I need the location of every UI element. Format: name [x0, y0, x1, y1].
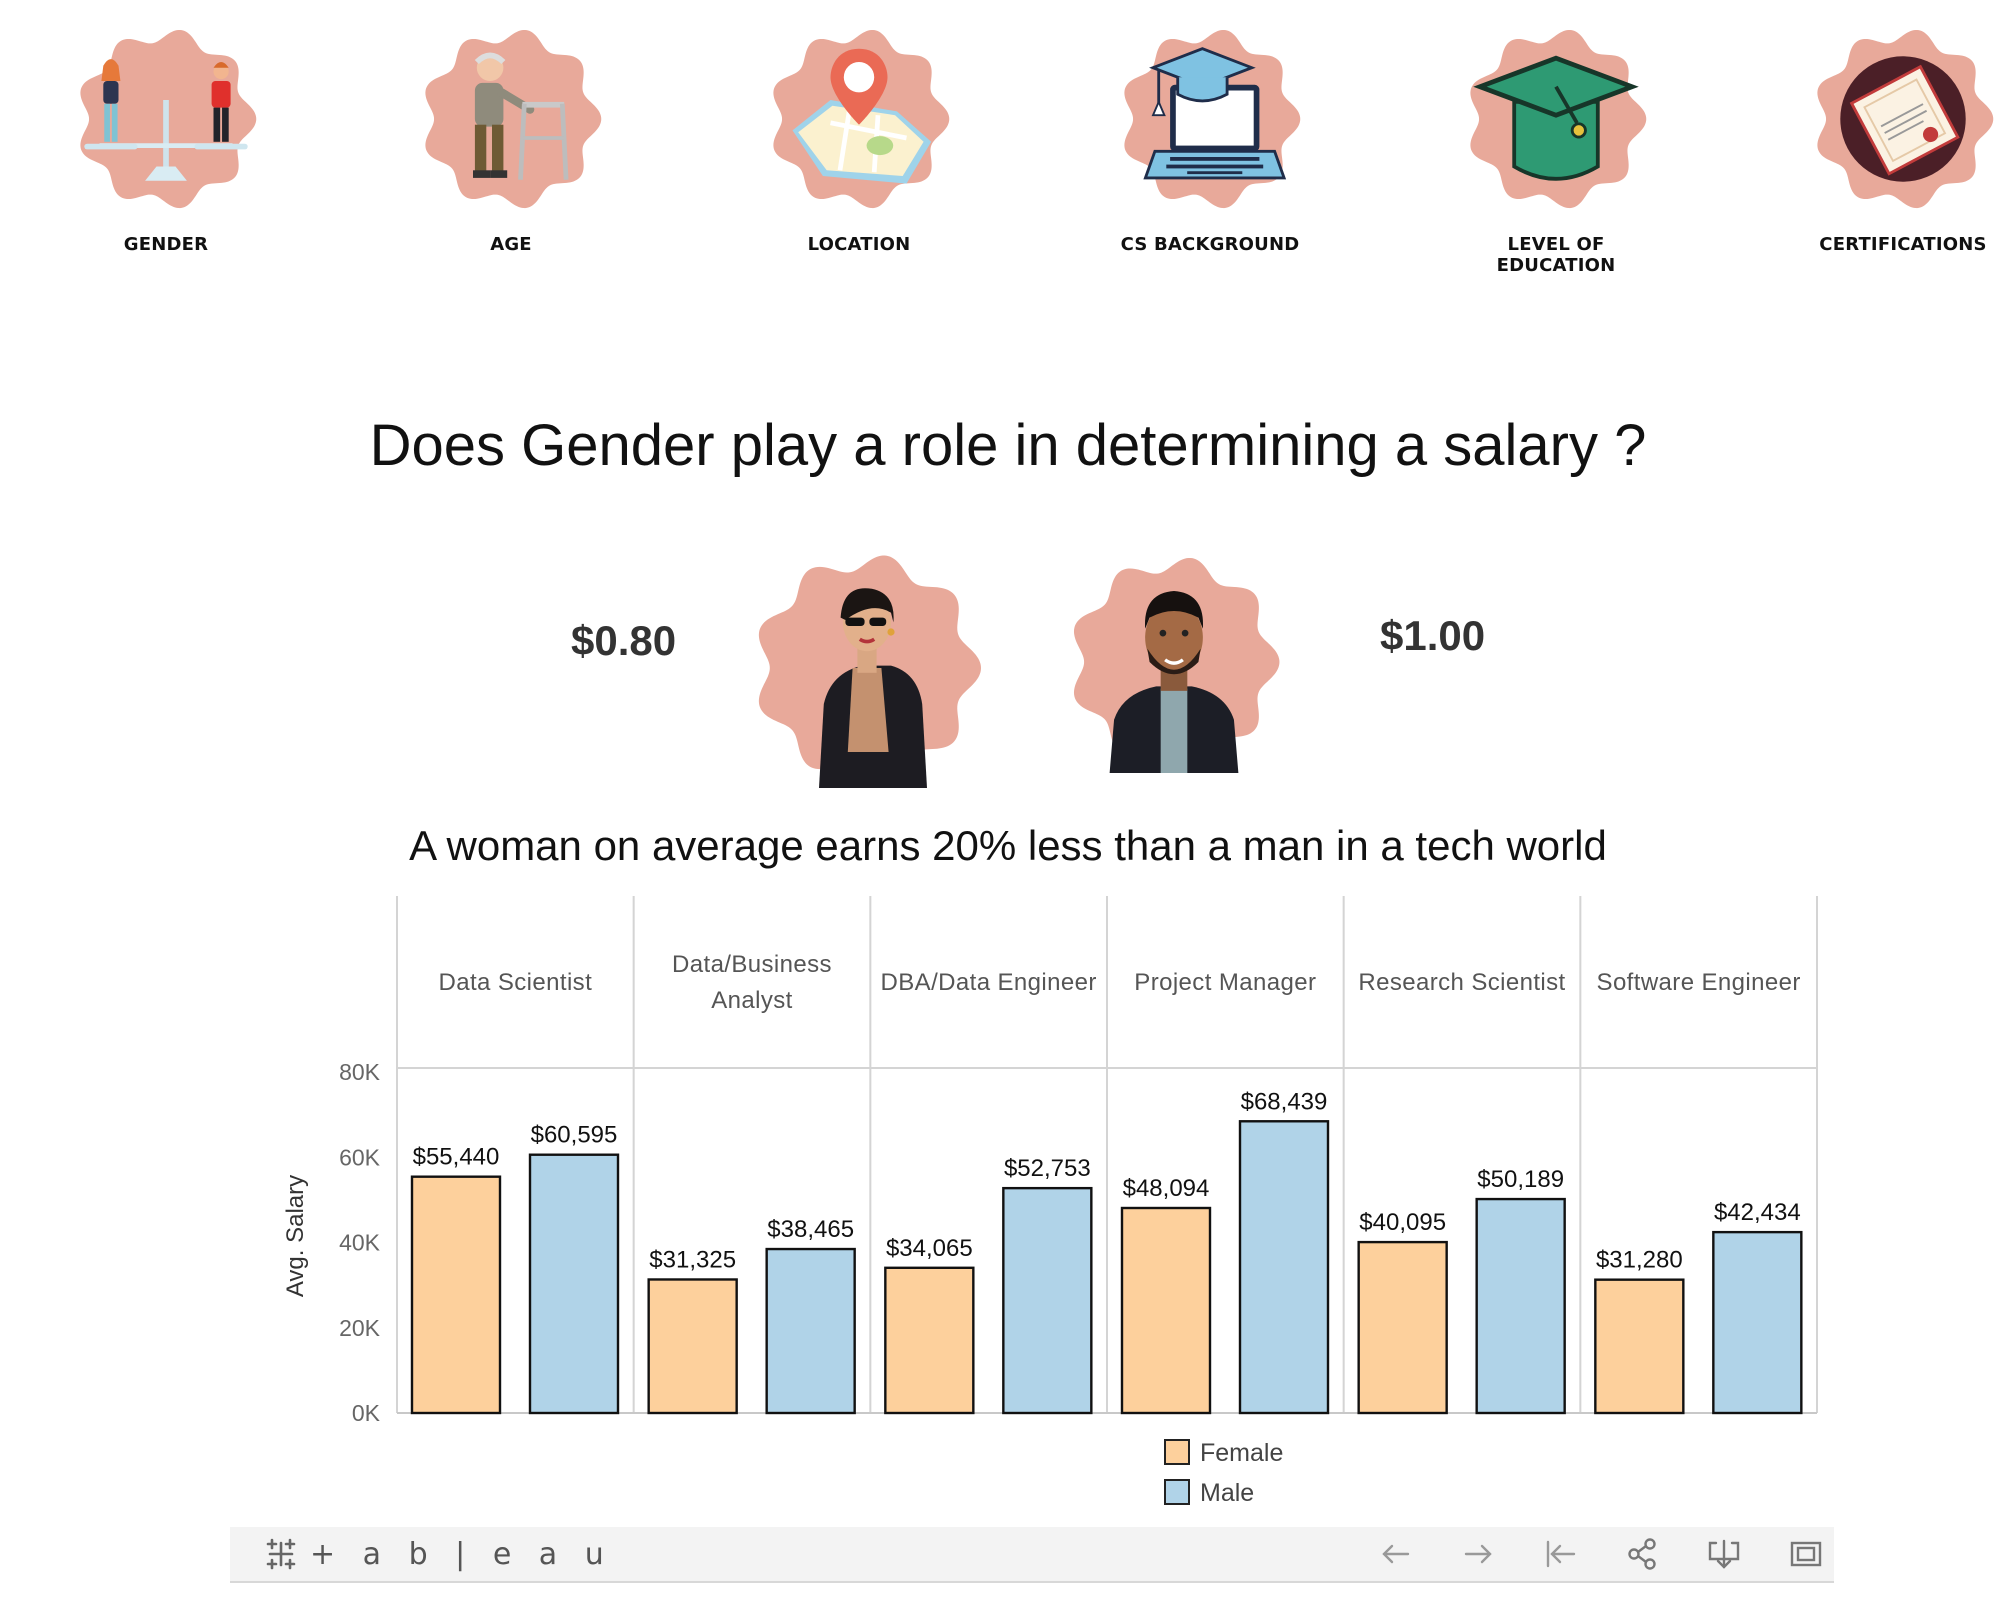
revert-button[interactable] — [1542, 1537, 1578, 1571]
bar-male — [1238, 1120, 1330, 1415]
nav-label: LOCATION — [807, 234, 911, 255]
nav-item-cs-background[interactable]: CS BACKGROUND — [1110, 24, 1310, 255]
y-axis-label: Avg. Salary — [282, 1175, 309, 1297]
undo-icon — [1382, 1544, 1410, 1564]
y-tick-label: 80K — [339, 1059, 381, 1085]
bar-female — [647, 1278, 738, 1415]
laptop-graduation-icon — [1115, 24, 1305, 214]
bar-female — [884, 1266, 975, 1415]
graduation-cap-icon — [1461, 24, 1651, 214]
elderly-walker-icon — [416, 24, 606, 214]
redo-button[interactable] — [1460, 1537, 1496, 1571]
undo-button[interactable] — [1378, 1537, 1414, 1571]
chart-subtitle: A woman on average earns 20% less than a… — [409, 822, 1607, 869]
data-label: $50,189 — [1477, 1166, 1564, 1193]
data-label: $40,095 — [1359, 1209, 1446, 1236]
tableau-wordmark: + a b | e a u — [310, 1536, 613, 1572]
redo-icon — [1464, 1544, 1492, 1564]
y-tick-label: 20K — [339, 1315, 381, 1341]
data-label: $31,280 — [1596, 1247, 1683, 1274]
category-header: Analyst — [711, 987, 793, 1014]
nav-item-certifications[interactable]: CERTIFICATIONS — [1803, 24, 2003, 255]
bar-female — [1120, 1206, 1212, 1415]
map-pin-icon — [764, 24, 954, 214]
data-label: $48,094 — [1123, 1175, 1210, 1202]
certificate-icon — [1808, 24, 1998, 214]
y-tick-label: 0K — [352, 1400, 381, 1426]
bar-female — [410, 1175, 502, 1415]
legend-label: Male — [1200, 1479, 1254, 1507]
nav-label: AGE — [490, 234, 532, 255]
female-avatar-icon — [747, 548, 987, 788]
category-header: Project Manager — [1134, 969, 1316, 996]
legend-swatch-male — [1164, 1479, 1190, 1505]
data-label: $31,325 — [649, 1246, 736, 1273]
data-label: $34,065 — [886, 1235, 973, 1262]
viz-toolbar: + a b | e a u — [230, 1527, 1834, 1583]
nav-label: GENDER — [123, 234, 209, 255]
category-header: Research Scientist — [1358, 969, 1565, 996]
male-avatar-icon — [1063, 551, 1285, 773]
bar-male — [528, 1153, 620, 1415]
y-tick-label: 60K — [339, 1144, 381, 1170]
category-header: Data Scientist — [438, 969, 592, 996]
download-icon — [1708, 1539, 1740, 1569]
category-header: Data/Business — [672, 951, 832, 978]
nav-item-location[interactable]: LOCATION — [759, 24, 959, 255]
data-label: $55,440 — [413, 1144, 500, 1171]
bar-female — [1594, 1278, 1685, 1415]
data-label: $68,439 — [1241, 1088, 1328, 1115]
bar-female — [1357, 1240, 1448, 1415]
download-button[interactable] — [1706, 1537, 1742, 1571]
category-header: Software Engineer — [1597, 969, 1801, 996]
legend-label: Female — [1200, 1439, 1283, 1467]
nav-item-age[interactable]: AGE — [411, 24, 611, 255]
y-tick-label: 40K — [339, 1230, 381, 1256]
page-title: Does Gender play a role in determining a… — [369, 413, 1647, 478]
nav-item-gender[interactable]: GENDER — [66, 24, 266, 255]
female-rate: $0.80 — [571, 617, 677, 664]
data-label: $42,434 — [1714, 1199, 1801, 1226]
bar-male — [1475, 1197, 1566, 1415]
tableau-logo-icon — [266, 1538, 296, 1570]
gender-scale-icon — [71, 24, 261, 214]
share-icon — [1628, 1538, 1656, 1570]
fullscreen-button[interactable] — [1788, 1537, 1824, 1571]
nav-label: CERTIFICATIONS — [1819, 234, 1987, 255]
fullscreen-icon — [1790, 1541, 1822, 1567]
data-label: $38,465 — [767, 1216, 854, 1243]
bar-male — [765, 1247, 856, 1415]
revert-icon — [1546, 1540, 1576, 1568]
data-label: $52,753 — [1004, 1155, 1091, 1182]
category-header: DBA/Data Engineer — [881, 969, 1097, 996]
bar-male — [1002, 1186, 1093, 1415]
nav-label: LEVEL OF EDUCATION — [1496, 234, 1616, 276]
male-rate: $1.00 — [1380, 612, 1486, 659]
share-button[interactable] — [1624, 1537, 1660, 1571]
bar-male — [1712, 1230, 1803, 1415]
data-label: $60,595 — [531, 1122, 618, 1149]
nav-label: CS BACKGROUND — [1120, 234, 1300, 255]
tableau-logo: + a b | e a u — [264, 1536, 613, 1572]
nav-item-level-of-education[interactable]: LEVEL OF EDUCATION — [1456, 24, 1656, 276]
legend-swatch-female — [1164, 1439, 1190, 1465]
